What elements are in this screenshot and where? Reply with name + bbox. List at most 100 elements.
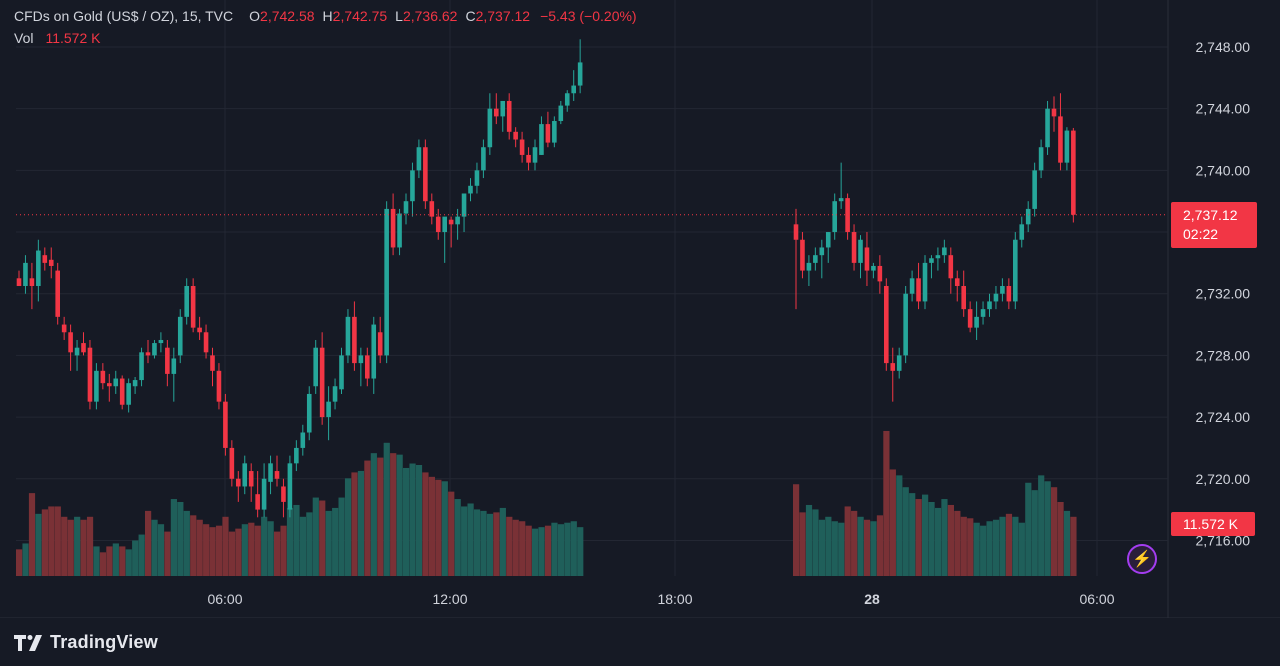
- volume-bar: [467, 503, 474, 576]
- candle-body: [519, 139, 525, 155]
- low-value: 2,736.62: [402, 8, 458, 24]
- candle-body: [261, 478, 267, 510]
- candle-body: [987, 301, 992, 310]
- candle-body: [845, 198, 850, 233]
- volume-bar: [473, 509, 481, 576]
- volume-bar: [980, 525, 987, 576]
- candle-body: [455, 216, 460, 225]
- volume-bar: [960, 516, 967, 576]
- ohlc-row: CFDs on Gold (US$ / OZ), 15, TVC O 2,742.…: [14, 6, 637, 26]
- candle-body: [42, 255, 48, 263]
- volume-bar: [35, 513, 42, 576]
- candle-body: [242, 463, 248, 487]
- volume-bar: [215, 525, 223, 576]
- volume-bar: [164, 531, 171, 576]
- volume-bar: [544, 525, 552, 576]
- y-tick-label: 2,728.00: [1196, 347, 1251, 363]
- candle-body: [81, 343, 86, 353]
- close-label: C: [465, 8, 476, 24]
- volume-bar: [825, 516, 832, 576]
- candle-body: [423, 147, 428, 202]
- high-value: 2,742.75: [332, 8, 388, 24]
- volume-bar: [1025, 482, 1032, 576]
- candle-body: [506, 100, 512, 132]
- candle-body: [236, 478, 241, 487]
- candle-body: [255, 494, 260, 510]
- volume-bar: [992, 519, 1000, 576]
- candle-body: [1032, 170, 1037, 209]
- volume-bar: [67, 519, 74, 576]
- candle-body: [126, 383, 131, 405]
- volume-bar: [22, 543, 29, 576]
- open-label: O: [249, 8, 261, 24]
- volume-bar: [1070, 516, 1077, 576]
- candle-body: [332, 386, 338, 402]
- symbol-title[interactable]: CFDs on Gold (US$ / OZ), 15, TVC: [14, 8, 234, 24]
- volume-bar: [351, 472, 358, 576]
- candle-body: [16, 278, 22, 287]
- y-tick-label: 2,720.00: [1196, 471, 1251, 487]
- candle-body: [1051, 108, 1057, 117]
- candle-body: [942, 247, 947, 256]
- volume-bar: [557, 524, 564, 576]
- volume-bar: [80, 519, 87, 576]
- candle-body: [539, 124, 544, 155]
- candle-body: [825, 232, 831, 248]
- volume-bar: [896, 475, 903, 576]
- candle-body: [248, 471, 254, 487]
- volume-bar: [319, 500, 326, 576]
- volume-bar: [493, 512, 500, 576]
- candle-body: [29, 278, 35, 287]
- footer-bar: [0, 618, 1280, 666]
- axis-layer: 2,748.00 2,744.00 2,740.00 2,732.00 2,728.00…: [207, 39, 1250, 607]
- volume-bar: [512, 519, 519, 576]
- y-tick-label: 2,716.00: [1196, 532, 1251, 548]
- volume-bar: [403, 467, 410, 576]
- volume-bar: [577, 527, 584, 576]
- volume-bar: [106, 546, 113, 576]
- candle-body: [36, 250, 41, 287]
- candle-body: [339, 355, 344, 390]
- volume-bar: [415, 465, 423, 576]
- volume-layer: [16, 430, 1077, 576]
- candle-body: [223, 401, 228, 448]
- lightning-icon[interactable]: ⚡: [1127, 544, 1157, 574]
- volume-bar: [125, 549, 132, 576]
- candle-body: [935, 255, 941, 259]
- volume-bar: [61, 516, 68, 576]
- candle-body: [545, 124, 551, 143]
- tradingview-logo-icon: [14, 634, 42, 651]
- candle-body: [268, 463, 273, 482]
- volume-bar: [228, 531, 236, 576]
- volume-label[interactable]: Vol: [14, 30, 34, 46]
- candle-body: [494, 108, 499, 117]
- candle-body: [319, 347, 325, 418]
- brand-name: TradingView: [50, 632, 158, 652]
- candle-body: [68, 332, 73, 353]
- tradingview-logo[interactable]: TradingView: [14, 632, 158, 653]
- volume-bar: [93, 546, 100, 576]
- volume-bar: [370, 453, 377, 576]
- volume-bar: [86, 516, 94, 576]
- volume-bar: [151, 519, 158, 576]
- high-label: H: [322, 8, 333, 24]
- volume-bar: [551, 522, 558, 576]
- volume-bar: [428, 476, 435, 576]
- candle-body: [352, 316, 357, 364]
- candle-body: [326, 401, 331, 418]
- candle-body: [165, 347, 170, 374]
- y-tick-label: 2,732.00: [1196, 286, 1251, 302]
- volume-bar: [909, 493, 916, 576]
- volume-bar: [267, 521, 274, 576]
- volume-bar: [793, 484, 800, 576]
- volume-bar: [857, 516, 864, 576]
- last-price-tag: 2,737.12 02:22: [1171, 202, 1257, 248]
- candle-body: [526, 154, 531, 163]
- volume-bar: [1005, 513, 1013, 576]
- candle-body: [294, 447, 299, 464]
- volume-bar: [570, 521, 577, 576]
- candle-body: [410, 170, 415, 202]
- candle-body: [210, 355, 215, 371]
